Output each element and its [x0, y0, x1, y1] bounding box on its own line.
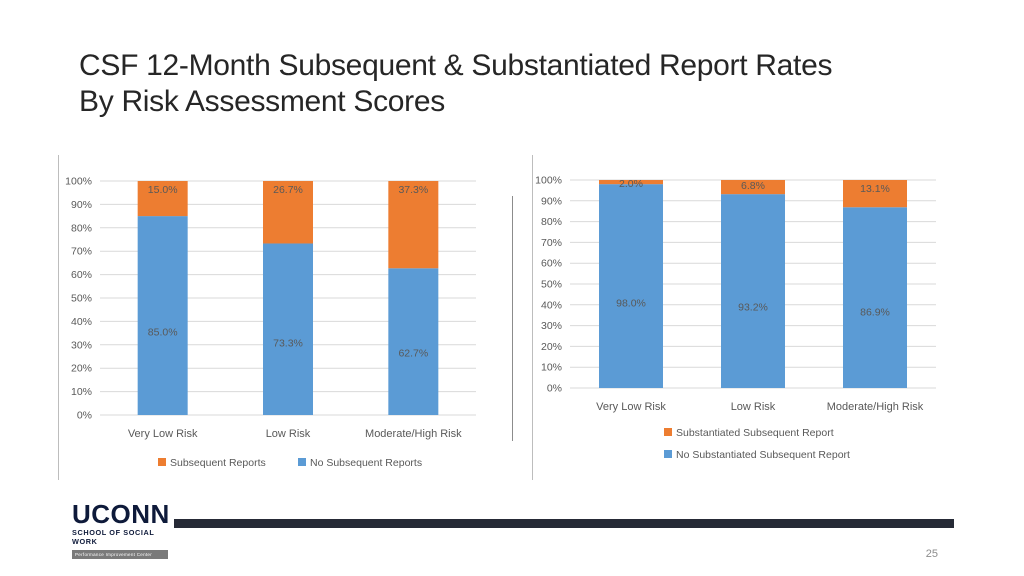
bar-segment: [388, 268, 439, 415]
legend-label: Substantiated Subsequent Report: [676, 427, 834, 439]
y-tick-label: 80%: [541, 216, 562, 228]
y-tick-label: 40%: [71, 316, 92, 328]
bar-segment: [843, 207, 907, 388]
y-tick-label: 60%: [541, 258, 562, 270]
data-label: 6.8%: [741, 180, 765, 192]
bar-segment: [137, 181, 188, 217]
y-tick-label: 50%: [71, 293, 92, 305]
y-tick-label: 30%: [541, 320, 562, 332]
x-tick-label: Moderate/High Risk: [827, 401, 924, 413]
footer-bar: [174, 519, 954, 528]
y-tick-label: 20%: [541, 341, 562, 353]
y-tick-label: 70%: [71, 246, 92, 258]
data-label: 13.1%: [860, 183, 890, 195]
y-tick-label: 90%: [541, 195, 562, 207]
legend-swatch: [664, 450, 672, 458]
left-chart-border: [58, 155, 59, 480]
bar-segment: [263, 243, 313, 415]
page-number: 25: [925, 548, 938, 560]
logo-center-name: Performance Improvement Center: [72, 550, 168, 559]
bar-segment: [599, 184, 663, 388]
legend-swatch: [664, 428, 672, 436]
y-tick-label: 0%: [547, 383, 562, 395]
uconn-logo: UCONN SCHOOL OF SOCIAL WORK Performance …: [72, 499, 172, 559]
right-chart-border: [532, 155, 533, 480]
y-tick-label: 100%: [535, 175, 562, 187]
bar-segment: [263, 181, 313, 244]
slide-title: CSF 12-Month Subsequent & Substantiated …: [79, 48, 832, 120]
data-label: 93.2%: [738, 301, 768, 313]
y-tick-label: 100%: [65, 176, 92, 188]
data-label: 86.9%: [860, 307, 890, 319]
chart-subsequent-reports-svg: 0% 10% 20% 30% 40% 50% 60% 70% 80% 90% 100% 85.0% 15…: [65, 176, 476, 469]
data-label: 62.7%: [398, 347, 428, 359]
bar-segment: [599, 180, 663, 185]
y-tick-label: 20%: [71, 363, 92, 375]
y-tick-label: 80%: [71, 222, 92, 234]
chart-substantiated-reports: 0% 10% 20% 30% 40% 50% 60% 70% 80% 90% 100% 98.0% 2.…: [530, 152, 950, 482]
logo-school-name: SCHOOL OF SOCIAL WORK: [72, 528, 155, 546]
y-tick-label: 60%: [71, 269, 92, 281]
data-label: 85.0%: [148, 326, 178, 338]
bar-segment: [721, 194, 785, 388]
y-tick-label: 40%: [541, 299, 562, 311]
y-tick-label: 30%: [71, 339, 92, 351]
data-label: 98.0%: [616, 297, 646, 309]
x-tick-label: Very Low Risk: [596, 401, 666, 413]
slide-title-line1: CSF 12-Month Subsequent & Substantiated …: [79, 49, 833, 82]
x-tick-label: Very Low Risk: [128, 428, 198, 440]
y-tick-label: 10%: [71, 386, 92, 398]
legend-swatch: [158, 458, 166, 466]
data-label: 15.0%: [148, 184, 178, 196]
y-tick-label: 0%: [77, 410, 92, 422]
legend-label: No Subsequent Reports: [310, 457, 422, 469]
bar-segment: [843, 180, 907, 208]
x-tick-label: Moderate/High Risk: [365, 428, 462, 440]
data-label: 37.3%: [398, 184, 428, 196]
bar-segment: [388, 181, 439, 269]
legend-swatch: [298, 458, 306, 466]
data-label: 2.0%: [619, 178, 643, 190]
legend-label: No Substantiated Subsequent Report: [676, 449, 850, 461]
divider-line: [512, 196, 513, 441]
y-tick-label: 50%: [541, 279, 562, 291]
chart-substantiated-reports-svg: 0% 10% 20% 30% 40% 50% 60% 70% 80% 90% 100% 98.0% 2.…: [535, 175, 936, 461]
legend-label: Subsequent Reports: [170, 457, 266, 469]
y-tick-label: 90%: [71, 199, 92, 211]
slide-title-line2: By Risk Assessment Scores: [79, 85, 445, 118]
bar-segment: [137, 216, 188, 415]
data-label: 73.3%: [273, 337, 303, 349]
x-tick-label: Low Risk: [266, 428, 311, 440]
bar-segment: [721, 180, 785, 195]
x-tick-label: Low Risk: [731, 401, 776, 413]
y-tick-label: 10%: [541, 362, 562, 374]
data-label: 26.7%: [273, 184, 303, 196]
y-tick-label: 70%: [541, 237, 562, 249]
logo-wordmark: UCONN: [72, 499, 170, 529]
chart-subsequent-reports: 0% 10% 20% 30% 40% 50% 60% 70% 80% 90% 100% 85.0% 15…: [58, 152, 488, 482]
